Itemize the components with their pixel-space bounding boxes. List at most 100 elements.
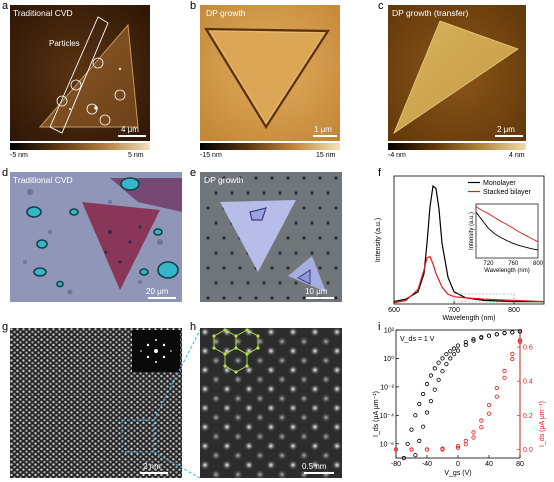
linear-reverse-point [463,442,468,447]
log-forward-point [452,346,457,351]
afm-image-b-graphic [200,5,340,141]
log-forward-point [420,391,426,397]
substrate-dot [318,176,322,180]
plot-frame [393,175,545,305]
substrate-dot [278,281,282,285]
substrate-dot [326,281,330,285]
log-reverse-point [510,330,515,335]
log-reverse-point [448,356,453,361]
inset-y-axis-label: Intensity (a.u.) [469,212,475,250]
substrate-dot [302,236,306,240]
annotation-particles: Particles [49,39,80,48]
linear-reverse-point [486,411,492,416]
x-tick-label: 700 [448,307,460,314]
log-reverse-point [502,330,507,336]
substrate-dot [310,191,314,195]
scale-label-e: 10 μm [305,287,328,296]
log-reverse-point [486,333,492,338]
substrate-dot [222,266,226,270]
panel-letter-h: h [190,321,197,333]
linear-forward-point [510,351,515,356]
x-axis-label: V_gs (V) [444,470,471,477]
linear-reverse-point [494,394,499,399]
substrate-dot [318,206,322,210]
substrate-dot [286,266,290,270]
log-forward-point [455,343,461,348]
linear-reverse-point [479,425,484,430]
substrate-dot [318,236,322,240]
log-forward-point [444,352,449,357]
log-reverse-point [417,438,422,444]
x-tick-label: 0 [456,461,460,468]
afm-image-traditional-cvd [10,5,150,141]
substrate-dot [262,191,266,195]
substrate-dot [334,236,338,240]
optical-image-e-graphic [200,172,342,302]
scale-bar-c [495,135,523,137]
y-right-tick-label: 0.6 [523,345,533,352]
log-forward-point [436,360,441,365]
scale-label-d: 20 μm [146,287,169,296]
substrate-dot [222,296,226,300]
linear-forward-point [486,403,492,408]
substrate-dot [294,191,298,195]
substrate-dot [326,191,330,195]
optical-image-dp-growth [200,172,342,302]
y-left-tick-label: 10² [384,328,395,335]
linear-forward-point [479,418,484,423]
substrate-dot [214,251,218,255]
substrate-dot [286,236,290,240]
substrate-dot [254,176,258,180]
panel-title-d: Traditional CVD [13,175,73,185]
log-reverse-point [436,377,441,382]
substrate-dot [270,266,274,270]
log-forward-point [405,441,410,446]
x-tick-label: 600 [388,307,400,314]
substrate-dot [214,281,218,285]
log-reverse-point [428,399,434,404]
series-line-0 [393,184,544,303]
scale-bar-a [118,135,146,137]
y-left-tick-label: 10⁻⁴ [380,413,395,420]
log-forward-point [409,427,414,432]
log-forward-point [413,413,418,418]
y-right-axis-label: I_ds (μA μm⁻¹) [539,401,546,447]
panel-title-c: DP growth (transfer) [392,8,469,18]
linear-reverse-point [440,447,445,452]
substrate-dot [230,191,234,195]
substrate-dot [278,251,282,255]
scale-bar-g [140,472,168,474]
y-right-tick-label: 0.0 [523,447,533,454]
scale-label-c: 2 μm [497,125,515,134]
substrate-dot [206,176,210,180]
log-forward-point [424,381,430,387]
scale-label-h: 0.5 nm [302,462,327,471]
panel-letter-c: c [378,0,384,12]
inset-zoom-box [453,293,515,303]
substrate-dot [334,176,338,180]
log-reverse-point [494,332,499,337]
substrate-dot [294,251,298,255]
log-reverse-point [440,369,445,374]
linear-reverse-point [393,447,399,452]
scale-bar-b [313,135,337,137]
inset-series-line-1 [475,206,539,243]
afm-image-c-graphic [388,5,526,141]
optical-image-traditional-cvd [10,172,182,302]
colorbar-c [388,143,526,150]
substrate-dot [310,221,314,225]
afm-image-a-graphic [10,5,150,141]
substrate-dot [334,296,338,300]
log-reverse-point [424,410,430,415]
stem-image-g-graphic [10,328,182,478]
stem-image-large [10,328,182,478]
log-reverse-point [471,338,476,343]
linear-reverse-point [409,447,414,452]
log-reverse-point [479,335,484,340]
colorbar-c-min: -4 nm [388,152,406,159]
x-tick-label: -40 [422,461,432,468]
substrate-dot [334,206,338,210]
linear-reverse-point [510,356,515,362]
scale-label-a: 4 μm [121,125,139,134]
linear-forward-point [517,338,523,343]
